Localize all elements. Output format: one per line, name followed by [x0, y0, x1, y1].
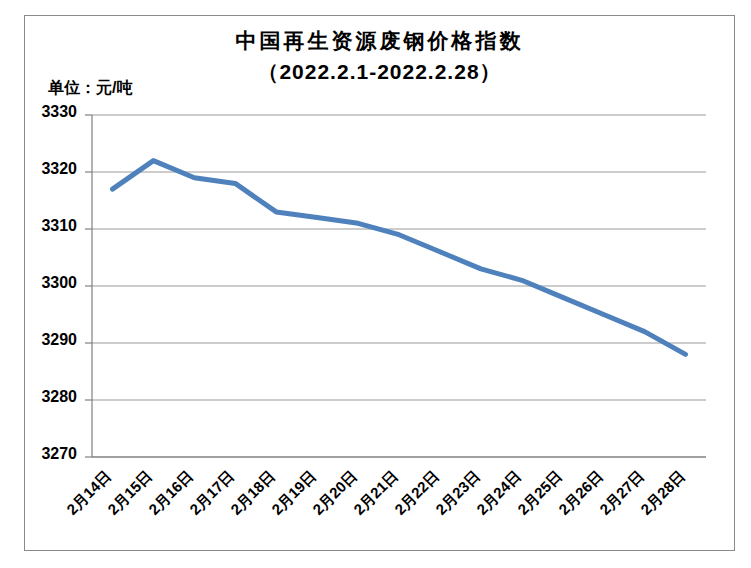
- y-tick-label: 3270: [41, 444, 77, 464]
- price-index-series-line: [112, 161, 685, 355]
- y-tick-label: 3310: [41, 216, 77, 236]
- y-tick-label: 3320: [41, 159, 77, 179]
- y-tick-label: 3290: [41, 330, 77, 350]
- y-tick-label: 3280: [41, 387, 77, 407]
- y-tick-label: 3300: [41, 273, 77, 293]
- y-tick-label: 3330: [41, 102, 77, 122]
